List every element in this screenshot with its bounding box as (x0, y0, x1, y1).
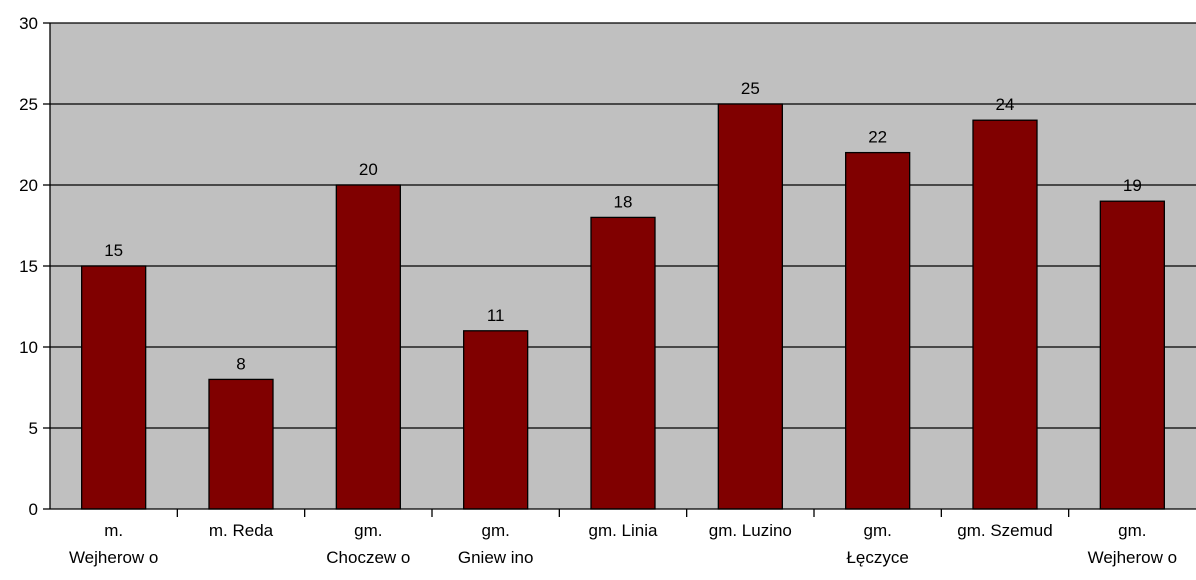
x-tick-label-line: gm. (354, 521, 382, 540)
x-axis: m. Wejherow o m. Reda gm. Choczew o gm. Gniew … (50, 508, 1196, 567)
bar (463, 330, 529, 510)
y-tick-label: 10 (19, 338, 38, 357)
x-tick-label: gm. Linia (589, 521, 659, 540)
x-tick-label: gm. Choczew o (326, 521, 410, 567)
x-tick-label-line: gm. Linia (589, 521, 659, 540)
bar (845, 151, 911, 510)
x-tick-label: gm. Gniew ino (458, 521, 534, 567)
x-tick-label-line: gm. (481, 521, 509, 540)
x-tick-label: gm. Wejherow o (1088, 521, 1177, 567)
x-tick-label-line: gm. Szemud (957, 521, 1052, 540)
bar (1099, 200, 1165, 510)
bar (590, 216, 656, 510)
x-tick-label: gm. Szemud (957, 521, 1052, 540)
bar (717, 103, 783, 510)
y-tick-label: 30 (19, 14, 38, 33)
data-label: 25 (741, 79, 760, 98)
data-label: 11 (487, 306, 505, 325)
x-tick-label-line: m. (104, 521, 123, 540)
bar (972, 119, 1038, 510)
data-label: 24 (996, 95, 1015, 114)
data-label: 22 (868, 128, 887, 147)
bars (81, 103, 1165, 510)
x-tick-label: gm. Luzino (709, 521, 792, 540)
y-tick-label: 20 (19, 176, 38, 195)
x-tick-label-line: m. Reda (209, 521, 274, 540)
data-label: 18 (614, 192, 633, 211)
x-tick-label-line: Wejherow o (69, 548, 158, 567)
x-tick-label-line: Gniew ino (458, 548, 534, 567)
x-tick-label: m. Reda (209, 521, 274, 540)
x-tick-label-line: Choczew o (326, 548, 410, 567)
y-tick-label: 25 (19, 95, 38, 114)
y-tick-label: 0 (29, 500, 38, 519)
x-tick-label-line: Wejherow o (1088, 548, 1177, 567)
data-labels: 15 8 20 11 18 25 22 24 19 (104, 79, 1142, 373)
x-tick-label-line: gm. (863, 521, 891, 540)
bar (208, 378, 274, 510)
bar (81, 265, 147, 510)
y-axis: 0 5 10 15 20 25 30 (19, 14, 51, 519)
data-label: 8 (236, 354, 245, 373)
data-label: 20 (359, 160, 378, 179)
y-tick-label: 5 (29, 419, 38, 438)
data-label: 15 (104, 241, 123, 260)
x-tick-label-line: gm. (1118, 521, 1146, 540)
data-label: 19 (1123, 176, 1142, 195)
y-tick-label: 15 (19, 257, 38, 276)
x-tick-label-line: Łęczyce (846, 548, 908, 567)
x-tick-label: m. Wejherow o (69, 521, 158, 567)
x-tick-label: gm. Łęczyce (846, 521, 908, 567)
x-tick-label-line: gm. Luzino (709, 521, 792, 540)
bar (335, 184, 401, 510)
